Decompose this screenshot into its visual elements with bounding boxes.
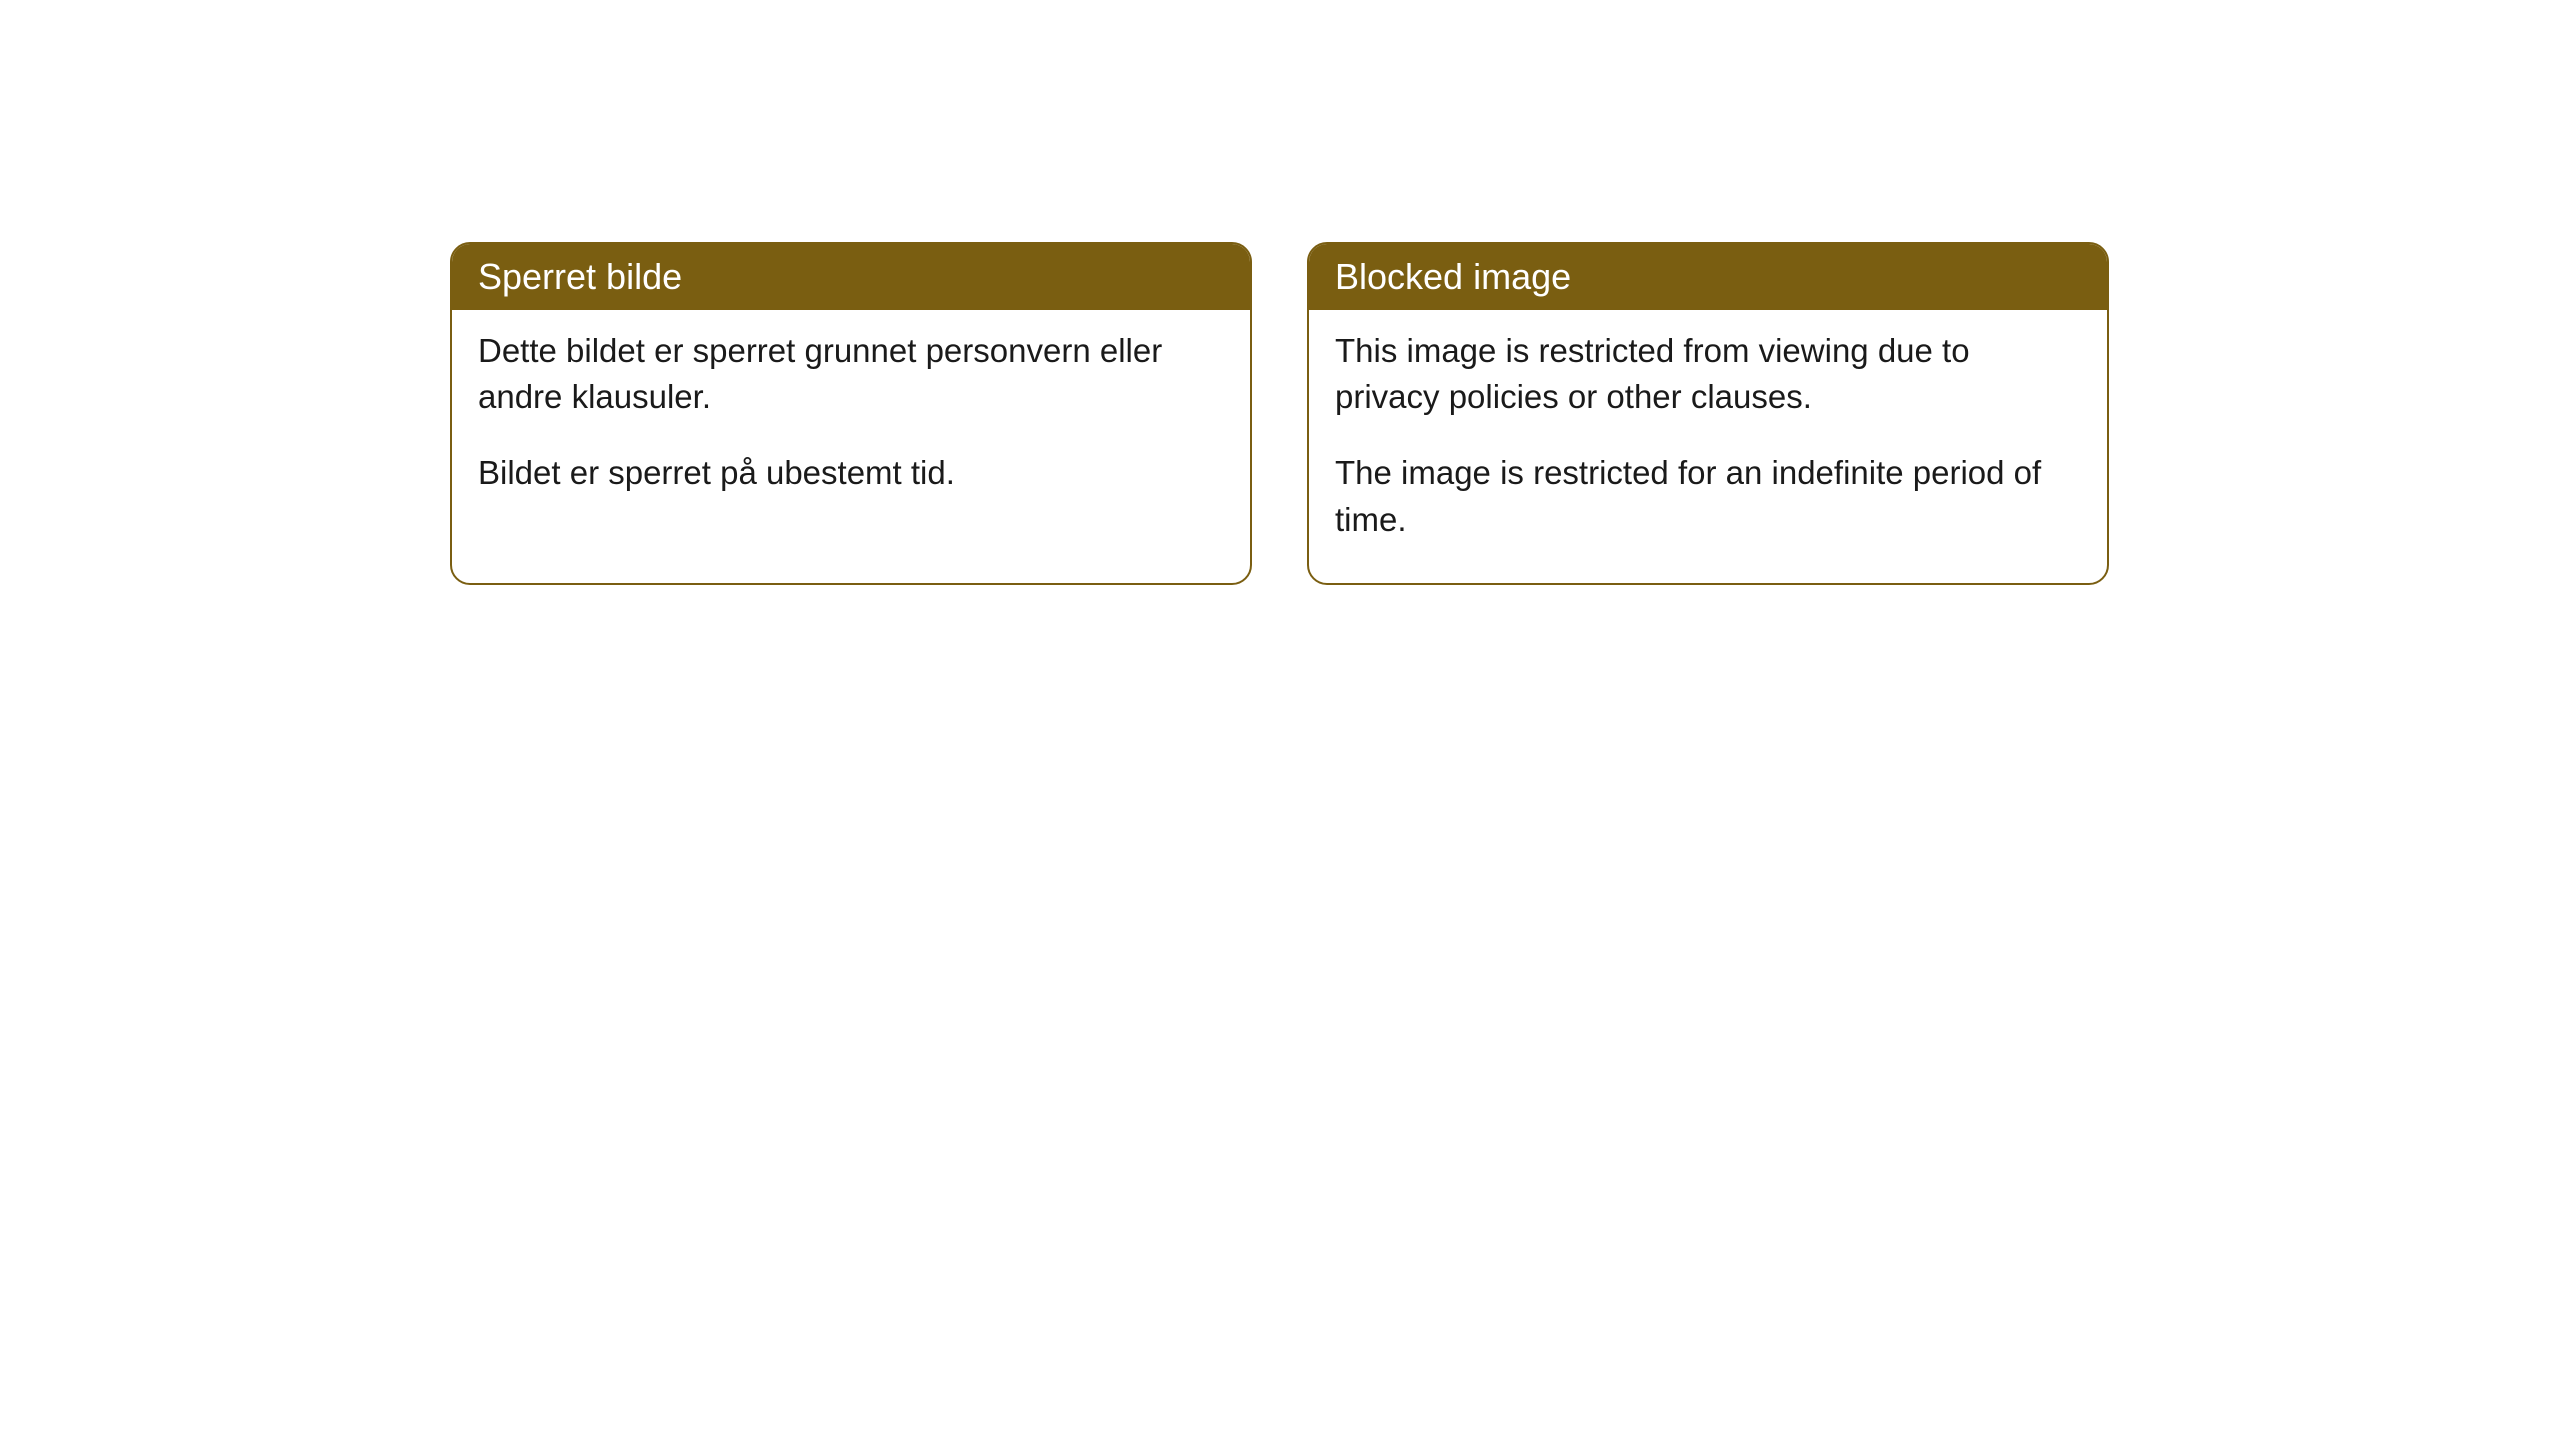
card-text-paragraph-1: This image is restricted from viewing du… [1335, 328, 2081, 420]
card-text-paragraph-1: Dette bildet er sperret grunnet personve… [478, 328, 1224, 420]
card-title: Blocked image [1309, 244, 2107, 310]
card-text-paragraph-2: The image is restricted for an indefinit… [1335, 450, 2081, 542]
card-body: Dette bildet er sperret grunnet personve… [452, 310, 1250, 537]
blocked-image-card-norwegian: Sperret bilde Dette bildet er sperret gr… [450, 242, 1252, 585]
card-body: This image is restricted from viewing du… [1309, 310, 2107, 583]
card-text-paragraph-2: Bildet er sperret på ubestemt tid. [478, 450, 1224, 496]
blocked-image-card-english: Blocked image This image is restricted f… [1307, 242, 2109, 585]
cards-container: Sperret bilde Dette bildet er sperret gr… [450, 242, 2560, 585]
card-title: Sperret bilde [452, 244, 1250, 310]
